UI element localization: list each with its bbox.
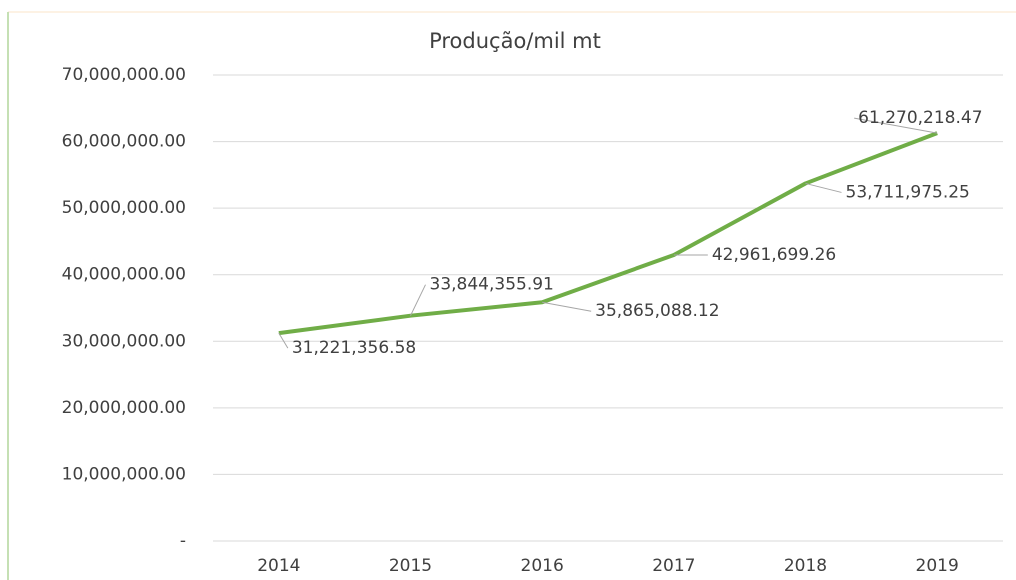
x-tick-label: 2019 <box>916 556 959 576</box>
x-tick-label: 2016 <box>521 556 564 576</box>
y-tick-label: 50,000,000.00 <box>62 198 186 218</box>
line <box>278 131 938 336</box>
data-label: 61,270,218.47 <box>858 108 982 128</box>
y-tick-label: 10,000,000.00 <box>62 464 186 484</box>
y-tick-label: 40,000,000.00 <box>62 265 186 285</box>
x-tick-label: 2018 <box>784 556 827 576</box>
leader-line <box>805 182 842 193</box>
data-label: 42,961,699.26 <box>712 245 836 265</box>
data-label: 53,711,975.25 <box>846 182 970 202</box>
leader-line <box>278 332 289 349</box>
x-tick-label: 2017 <box>652 556 695 576</box>
data-label: 35,865,088.12 <box>595 301 719 321</box>
leader-line <box>410 284 426 316</box>
y-tick-label: 70,000,000.00 <box>62 65 186 85</box>
chart-title: Produção/mil mt <box>429 29 601 53</box>
y-tick-label: - <box>180 531 186 551</box>
leader-line <box>854 117 938 134</box>
data-label: 31,221,356.58 <box>292 338 416 358</box>
leader-line <box>542 301 592 312</box>
y-tick-label: 20,000,000.00 <box>62 398 186 418</box>
x-tick-label: 2014 <box>257 556 300 576</box>
data-label: 33,844,355.91 <box>430 275 554 295</box>
y-tick-label: 60,000,000.00 <box>62 132 186 152</box>
x-tick-label: 2015 <box>389 556 432 576</box>
y-tick-label: 30,000,000.00 <box>62 331 186 351</box>
